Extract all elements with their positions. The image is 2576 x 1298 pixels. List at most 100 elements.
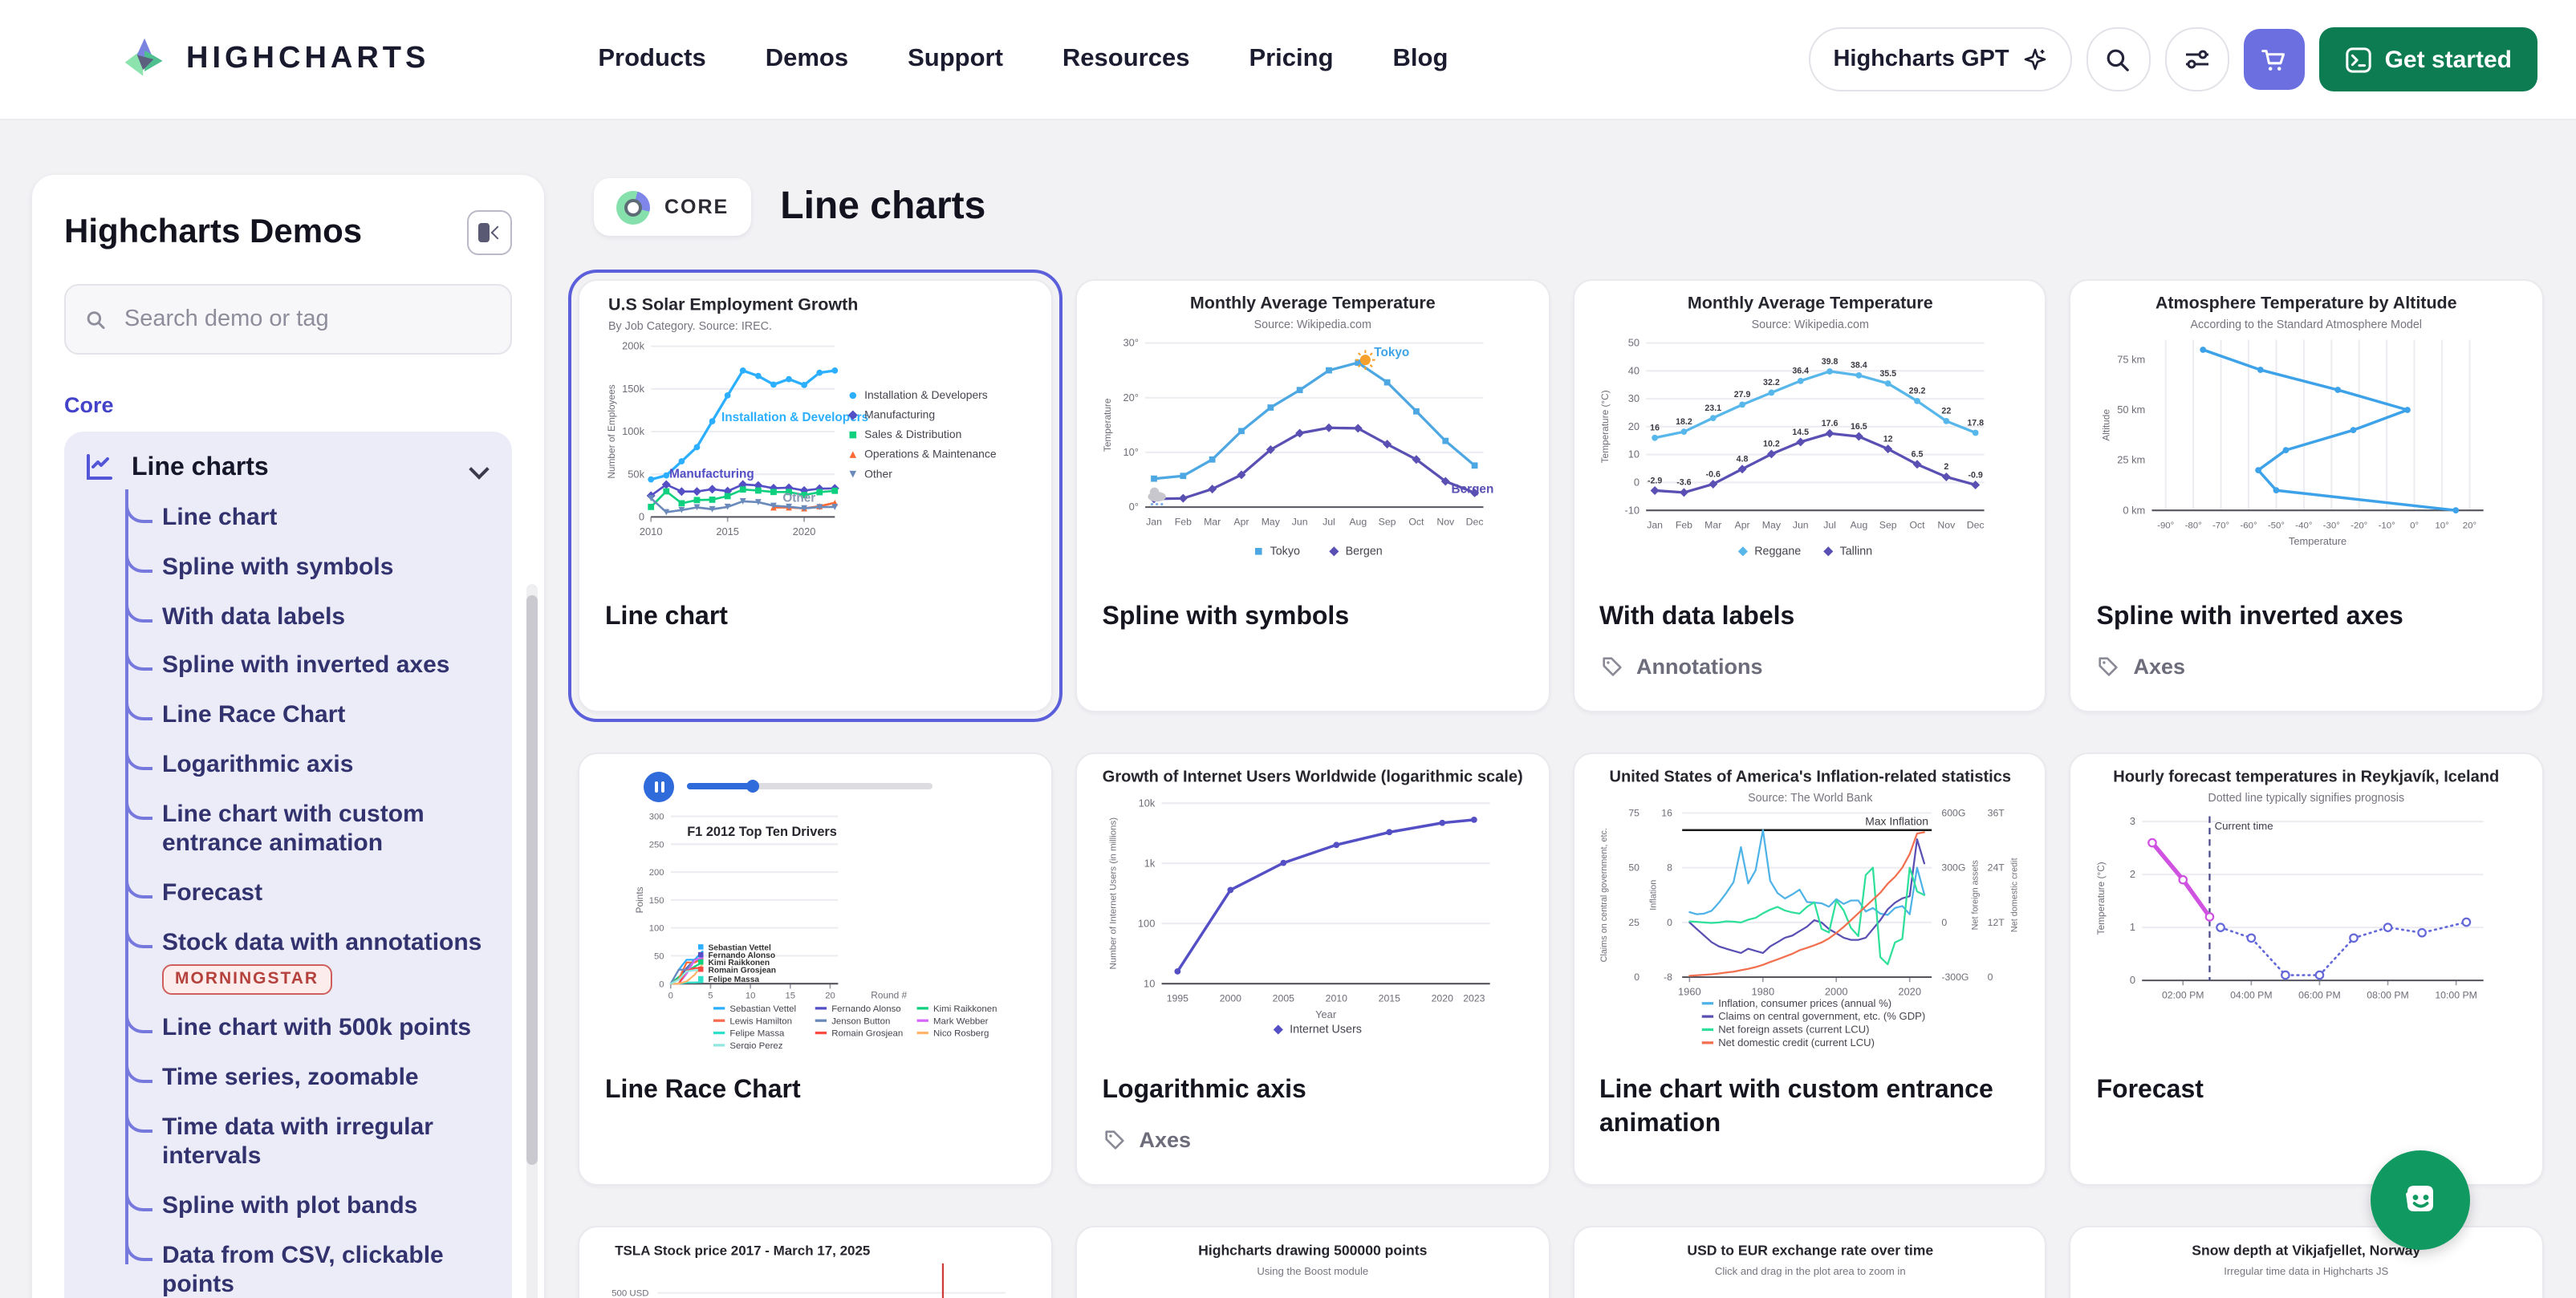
demo-card-line-chart[interactable]: U.S Solar Employment Growth By Job Catego… <box>568 270 1062 722</box>
chart-thumbnail: F1 2012 Top Ten Drivers 0 50 100 150 200 250 30… <box>579 754 1051 1053</box>
sidebar-item[interactable]: Spline with inverted axes <box>125 637 493 682</box>
svg-text:2: 2 <box>1943 462 1948 472</box>
highcharts-logo[interactable]: HIGHCHARTS <box>122 35 429 83</box>
demos-sidebar: Highcharts Demos Core Line charts <box>32 175 544 1298</box>
svg-text:Highcharts drawing 500000 poin: Highcharts drawing 500000 points <box>1198 1243 1427 1259</box>
chart-thumbnail: Monthly Average Temperature Source: Wikip… <box>1077 281 1549 579</box>
svg-text:Kimi Raikkonen: Kimi Raikkonen <box>708 959 770 967</box>
svg-text:-300G: -300G <box>1940 971 1968 983</box>
demo-card-500k-points[interactable]: Highcharts drawing 500000 points Using th… <box>1075 1226 1550 1298</box>
sidebar-item[interactable]: Data from CSV, clickable points <box>125 1227 493 1298</box>
demo-card-spline-with-symbols[interactable]: Monthly Average Temperature Source: Wikip… <box>1075 279 1550 712</box>
demo-card-forecast[interactable]: Hourly forecast temperatures in Reykjaví… <box>2069 752 2544 1186</box>
svg-text:1: 1 <box>2130 921 2135 933</box>
svg-text:Click and drag in the plot are: Click and drag in the plot area to zoom … <box>1714 1265 1905 1277</box>
page-header: CORE Line charts <box>594 178 2554 236</box>
chart-thumbnail: Snow depth at Vikjafjellet, Norway Irregu… <box>2071 1227 2543 1298</box>
sidebar-item[interactable]: Time data with irregular intervals <box>125 1098 493 1172</box>
demo-card-spline-inverted-axes[interactable]: Atmosphere Temperature by Altitude Accord… <box>2069 279 2544 712</box>
collapse-sidebar-button[interactable] <box>467 210 512 255</box>
settings-button[interactable] <box>2164 27 2229 91</box>
nav-demos[interactable]: Demos <box>765 45 849 72</box>
sidebar-item[interactable]: Time series, zoomable <box>125 1049 493 1093</box>
nav-support[interactable]: Support <box>908 45 1003 72</box>
svg-text:29.2: 29.2 <box>1908 387 1925 396</box>
pause-button[interactable] <box>644 771 674 801</box>
card-tags: Axes <box>2097 655 2517 679</box>
sidebar-item[interactable]: Line chart <box>125 489 493 533</box>
svg-text:4.8: 4.8 <box>1736 455 1748 464</box>
demo-card-line-race-chart[interactable]: F1 2012 Top Ten Drivers 0 50 100 150 200 250 30… <box>578 752 1053 1186</box>
sidebar-item[interactable]: Spline with plot bands <box>125 1177 493 1222</box>
svg-text:Max Inflation: Max Inflation <box>1864 815 1928 828</box>
sidebar-item[interactable]: Line chart with 500k points <box>125 1000 493 1044</box>
nav-products[interactable]: Products <box>598 45 706 72</box>
sidebar-item-label: Stock data with annotations <box>162 928 482 956</box>
svg-text:Sebastian Vettel: Sebastian Vettel <box>708 943 771 952</box>
demo-card-with-data-labels[interactable]: Monthly Average Temperature Source: Wikip… <box>1572 279 2047 712</box>
sidebar-item[interactable]: Forecast <box>125 864 493 909</box>
sidebar-item[interactable]: Stock data with annotations MORNINGSTAR <box>125 914 493 995</box>
cart-button[interactable] <box>2243 29 2305 90</box>
get-started-button[interactable]: Get started <box>2318 27 2537 91</box>
svg-text:-2.9: -2.9 <box>1647 476 1661 485</box>
svg-text:17.8: 17.8 <box>1966 418 1983 428</box>
nav-resources[interactable]: Resources <box>1062 45 1190 72</box>
svg-text:0°: 0° <box>1128 501 1138 513</box>
demo-card-snow-depth[interactable]: Snow depth at Vikjafjellet, Norway Irregu… <box>2069 1226 2544 1298</box>
tag-icon <box>1104 1130 1124 1150</box>
nav-pricing[interactable]: Pricing <box>1249 45 1334 72</box>
svg-text:12T: 12T <box>1987 917 2005 928</box>
highcharts-gpt-button[interactable]: Highcharts GPT <box>1809 27 2072 91</box>
tag-annotations[interactable]: Annotations <box>1636 654 1763 679</box>
sidebar-item[interactable]: Line Race Chart <box>125 687 493 731</box>
svg-text:0: 0 <box>668 992 673 1001</box>
line-charts-group-header[interactable]: Line charts <box>83 452 493 485</box>
sidebar-item[interactable]: Line chart with custom entrance animatio… <box>125 785 493 859</box>
svg-text:Jun: Jun <box>1792 520 1808 531</box>
svg-text:Mar: Mar <box>1704 520 1721 531</box>
search-input[interactable] <box>120 305 491 334</box>
svg-text:8: 8 <box>1666 862 1672 874</box>
svg-text:USD to EUR exchange rate over: USD to EUR exchange rate over time <box>1686 1243 1932 1259</box>
svg-text:Other: Other <box>864 467 892 480</box>
sidebar-search[interactable] <box>64 284 512 355</box>
tag-axes[interactable]: Axes <box>1139 1127 1192 1152</box>
svg-text:-60°: -60° <box>2241 521 2257 531</box>
card-title: Forecast <box>2096 1077 2204 1104</box>
svg-text:17.6: 17.6 <box>1821 419 1838 428</box>
demo-card-usd-eur[interactable]: USD to EUR exchange rate over time Click … <box>1572 1226 2047 1298</box>
sidebar-item-label: Spline with symbols <box>162 553 394 581</box>
svg-text:Temperature: Temperature <box>1102 398 1113 452</box>
round-slider[interactable] <box>687 780 932 793</box>
line-chart-icon <box>87 454 112 480</box>
svg-text:75 km: 75 km <box>2118 354 2146 366</box>
nav-blog[interactable]: Blog <box>1392 45 1448 72</box>
demo-card-tsla-stock[interactable]: TSLA Stock price 2017 - March 17, 2025 50… <box>578 1226 1053 1298</box>
chat-widget-button[interactable] <box>2371 1150 2470 1250</box>
demo-card-custom-entrance-animation[interactable]: United States of America's Inflation-rel… <box>1572 752 2047 1186</box>
svg-text:150k: 150k <box>622 383 644 395</box>
chart-thumbnail: Growth of Internet Users Worldwide (loga… <box>1077 754 1549 1053</box>
sidebar-item[interactable]: Spline with symbols <box>125 538 493 583</box>
sidebar-item[interactable]: Logarithmic axis <box>125 736 493 781</box>
sidebar-scrollbar-thumb[interactable] <box>526 595 538 1165</box>
svg-text:Net foreign assets (current LC: Net foreign assets (current LCU) <box>1717 1024 1868 1036</box>
sidebar-item[interactable]: With data labels <box>125 587 493 632</box>
svg-text:36T: 36T <box>1987 808 2005 819</box>
card-title: Line Race Chart <box>605 1077 801 1104</box>
demo-card-logarithmic-axis[interactable]: Growth of Internet Users Worldwide (loga… <box>1075 752 1550 1186</box>
svg-text:Claims on central government,: Claims on central government, etc. (% GD… <box>1717 1010 1924 1022</box>
svg-text:2015: 2015 <box>1378 993 1400 1004</box>
search-button[interactable] <box>2086 27 2151 91</box>
sidebar-item-label: Line chart with 500k points <box>162 1014 472 1042</box>
svg-text:Temperature (°C): Temperature (°C) <box>1599 390 1610 463</box>
svg-text:250: 250 <box>649 840 664 850</box>
sidebar-item-label: Time series, zoomable <box>162 1064 419 1092</box>
slider-knob[interactable] <box>746 780 760 793</box>
line-charts-group: Line charts Line chart Spline with symbol… <box>64 432 512 1298</box>
svg-text:2005: 2005 <box>1272 993 1294 1004</box>
tag-axes[interactable]: Axes <box>2133 654 2186 679</box>
chart-thumbnail: USD to EUR exchange rate over time Click … <box>1574 1227 2046 1298</box>
svg-text:20°: 20° <box>2463 521 2476 531</box>
